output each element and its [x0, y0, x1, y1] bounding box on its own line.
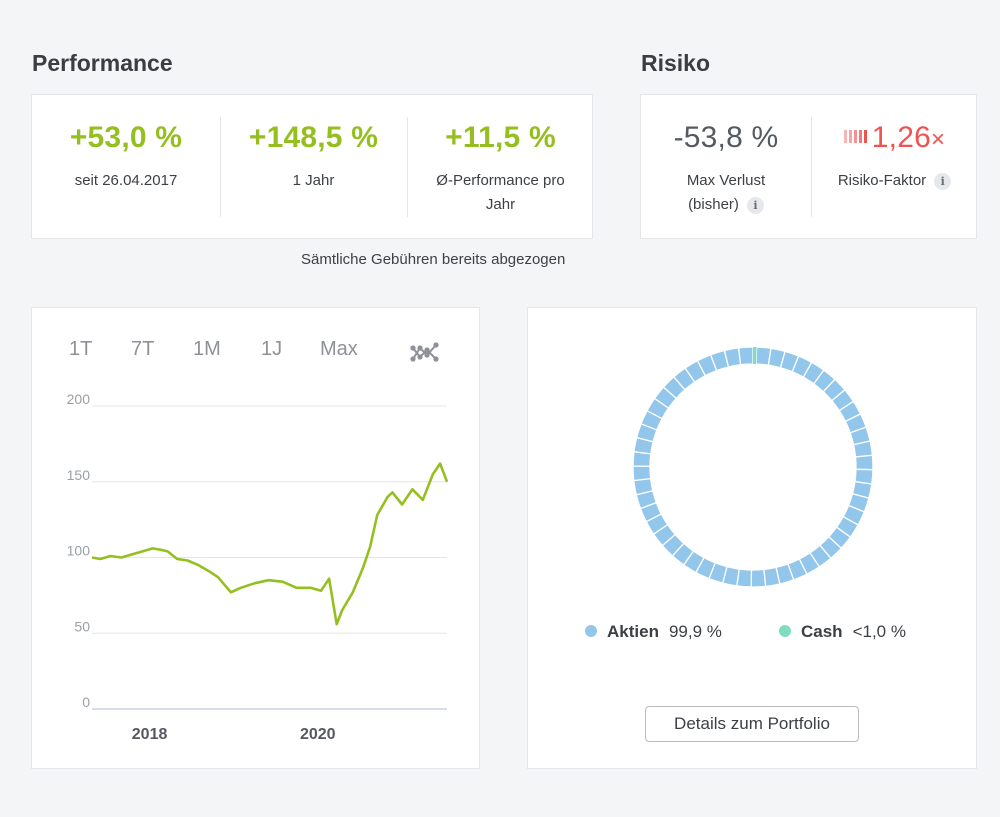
tab-1m[interactable]: 1M	[193, 338, 221, 360]
donut-segment-aktien	[852, 440, 874, 458]
allocation-donut	[632, 346, 874, 588]
info-icon[interactable]: i	[934, 172, 952, 190]
y-tick-label: 200	[67, 391, 91, 407]
kpi-risk-factor-label: Risiko-Faktor	[837, 172, 927, 189]
y-tick-label: 100	[67, 543, 91, 559]
legend-dot-aktien	[585, 624, 597, 637]
donut-segment-aktien	[854, 454, 874, 471]
tab-1t[interactable]: 1T	[69, 338, 93, 360]
kpi-since-start-label: seit 26.04.2017	[74, 172, 178, 189]
allocation-card: Aktien 99,9 % Cash <1,0 % Details zum Port…	[527, 307, 977, 769]
kpi-one-year-label: 1 Jahr	[292, 172, 335, 189]
donut-segment-aktien	[632, 465, 652, 482]
performance-line-chart: 0 50 100 150 200 2018 2020	[67, 391, 449, 743]
kpi-divider	[811, 117, 812, 217]
performance-chart-card: 1T 7T 1M 1J Max 0 50 100 150 200 2018 2020	[31, 307, 480, 769]
risk-factor-value: 1,26	[871, 121, 931, 154]
y-tick-label: 50	[74, 618, 90, 634]
kpi-avg-per-year: +11,5 % Ø-Performance pro Jahr	[407, 95, 594, 238]
x-tick-label: 2020	[300, 726, 336, 743]
info-icon[interactable]: i	[746, 196, 764, 214]
risk-card: -53,8 % Max Verlust (bisher) i 1,26× Risi…	[640, 94, 977, 239]
y-tick-label: 0	[82, 694, 90, 710]
details-portfolio-button[interactable]: Details zum Portfolio	[645, 706, 859, 742]
legend-name-cash: Cash	[801, 622, 843, 641]
kpi-max-loss-label-wrap: Max Verlust (bisher) i	[641, 169, 811, 217]
risk-factor-suffix: ×	[930, 126, 946, 153]
series-line-portfolio	[91, 462, 449, 626]
kpi-risk-factor-label-wrap: Risiko-Faktor i	[811, 169, 978, 193]
legend-aktien: Aktien 99,9 %	[585, 622, 722, 642]
kpi-risk-factor-value-wrap: 1,26×	[811, 121, 978, 155]
y-tick-label: 150	[67, 467, 91, 483]
kpi-avg-per-year-label: Ø-Performance pro Jahr	[436, 172, 565, 213]
tab-1j[interactable]: 1J	[261, 338, 283, 360]
risk-title: Risiko	[641, 50, 711, 76]
kpi-divider	[220, 117, 221, 217]
donut-segment-aktien	[737, 346, 754, 366]
tab-7t[interactable]: 7T	[131, 338, 155, 360]
legend-dot-cash	[779, 624, 791, 637]
fee-note: Sämtliche Gebühren bereits abgezogen	[301, 251, 566, 268]
donut-segment-cash	[753, 347, 757, 365]
kpi-since-start-value: +53,0 %	[69, 121, 183, 154]
kpi-divider	[407, 117, 408, 217]
line-chart-icon[interactable]	[410, 340, 440, 364]
kpi-max-loss-label: Max Verlust (bisher)	[686, 172, 766, 213]
kpi-one-year-value: +148,5 %	[248, 121, 379, 154]
kpi-max-loss: -53,8 % Max Verlust (bisher) i	[641, 95, 811, 238]
performance-title: Performance	[32, 50, 173, 76]
tab-max[interactable]: Max	[320, 338, 358, 360]
kpi-since-start: +53,0 % seit 26.04.2017	[32, 95, 220, 238]
legend-pct-cash: <1,0 %	[852, 622, 906, 641]
kpi-max-loss-value: -53,8 %	[673, 121, 779, 154]
kpi-one-year: +148,5 % 1 Jahr	[220, 95, 407, 238]
legend-cash: Cash <1,0 %	[779, 622, 906, 642]
performance-card: +53,0 % seit 26.04.2017 +148,5 % 1 Jahr …	[31, 94, 593, 239]
legend-name-aktien: Aktien	[607, 622, 659, 641]
kpi-avg-per-year-value: +11,5 %	[445, 121, 556, 154]
legend-pct-aktien: 99,9 %	[668, 622, 722, 641]
risk-bars-icon	[843, 130, 867, 144]
donut-segment-aktien	[750, 568, 767, 588]
kpi-risk-factor: 1,26× Risiko-Faktor i	[811, 95, 978, 238]
x-tick-label: 2018	[132, 726, 168, 743]
